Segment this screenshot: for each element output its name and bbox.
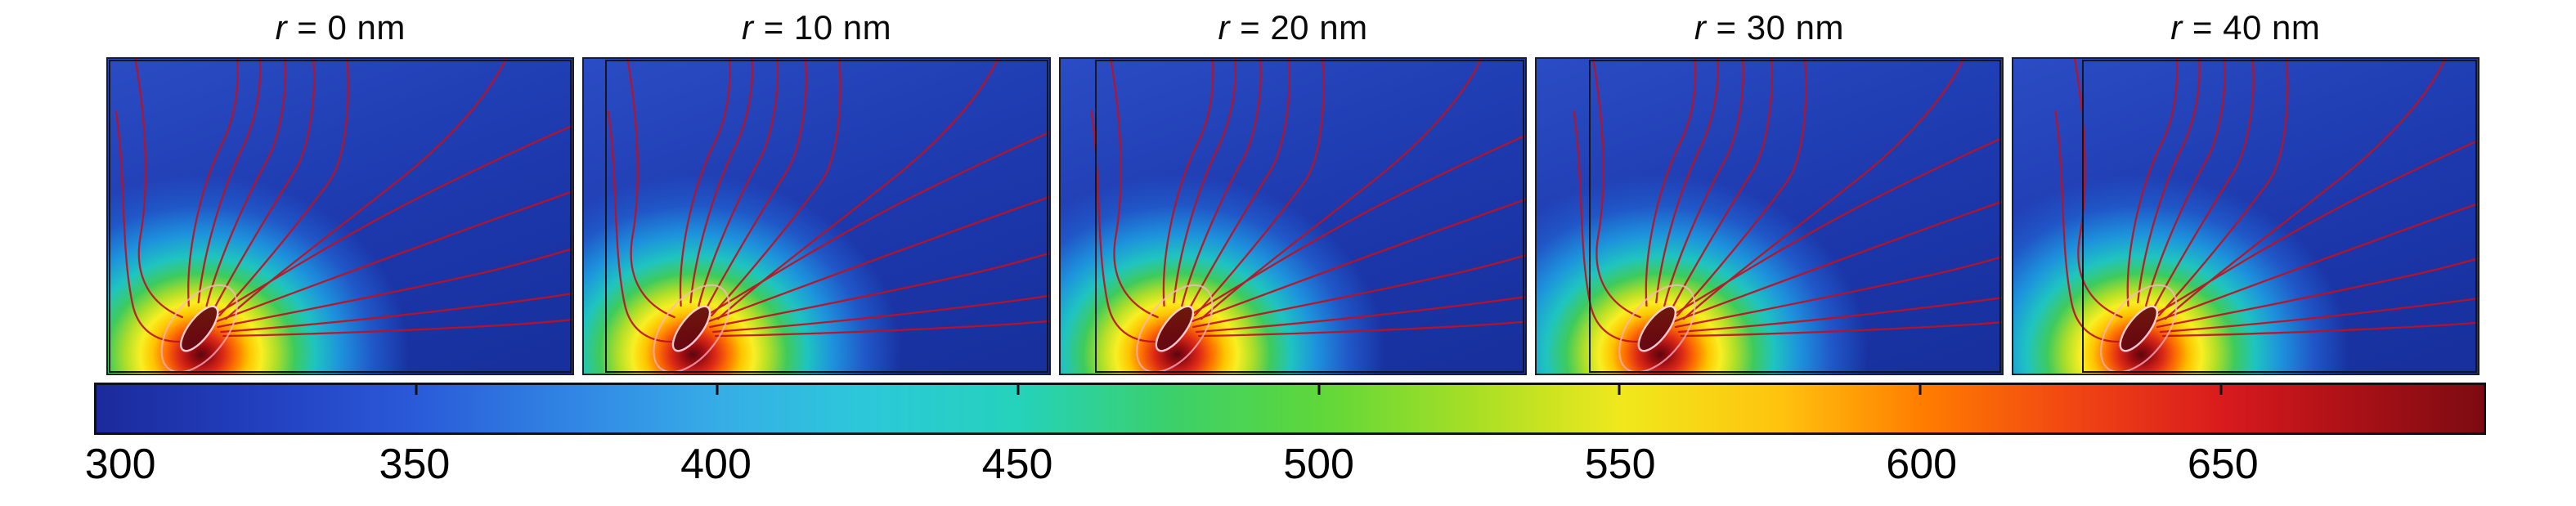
colorbar-tick-label: 650 xyxy=(2187,441,2259,488)
panel-title-variable: r xyxy=(1694,8,1707,47)
streamlines-overlay xyxy=(114,59,573,374)
panel-title-variable: r xyxy=(275,8,288,47)
panel-r-40nm: r = 40 nm xyxy=(2011,7,2480,375)
colorbar xyxy=(94,383,2486,435)
colorbar-area: 300 350 400 450 500 550 600 650 xyxy=(85,383,2486,490)
temperature-map-r20 xyxy=(1058,57,1528,375)
panel-title-value: = 30 nm xyxy=(1706,8,1844,47)
panel-title: r = 0 nm xyxy=(106,7,574,57)
panel-r-0nm: r = 0 nm xyxy=(106,7,575,375)
colorbar-tick-label: 500 xyxy=(1283,441,1354,488)
temperature-map-r0 xyxy=(106,57,575,375)
streamlines-overlay xyxy=(607,59,1049,374)
colorbar-tick xyxy=(2219,385,2223,395)
colorbar-tick-label: 600 xyxy=(1886,441,1958,488)
panel-title: r = 10 nm xyxy=(582,7,1050,57)
colorbar-labels: 300 350 400 450 500 550 600 650 xyxy=(85,441,2486,490)
streamlines-overlay xyxy=(1090,59,1526,374)
colorbar-tick-label: 300 xyxy=(84,441,156,488)
panel-title: r = 30 nm xyxy=(1535,7,2003,57)
panel-title: r = 40 nm xyxy=(2012,7,2480,57)
colorbar-tick xyxy=(716,385,719,395)
panels-row: r = 0 nm r = 10 nm r = 20 nm r = 30 nm xyxy=(106,7,2480,375)
panel-title-value: = 20 nm xyxy=(1229,8,1368,47)
colorbar-tick-label: 550 xyxy=(1584,441,1656,488)
colorbar-tick xyxy=(415,385,418,395)
panel-r-20nm: r = 20 nm xyxy=(1058,7,1528,375)
temperature-map-r10 xyxy=(582,57,1051,375)
streamlines-overlay xyxy=(2053,59,2479,374)
temperature-map-r40 xyxy=(2011,57,2480,375)
panel-title-value: = 40 nm xyxy=(2182,8,2321,47)
colorbar-tick xyxy=(1317,385,1321,395)
colorbar-tick xyxy=(1016,385,1020,395)
panel-title-variable: r xyxy=(2170,8,2183,47)
streamlines-overlay xyxy=(1573,59,2002,374)
panel-r-30nm: r = 30 nm xyxy=(1535,7,2004,375)
panel-title-value: = 10 nm xyxy=(753,8,892,47)
colorbar-tick-label: 350 xyxy=(379,441,451,488)
panel-title-value: = 0 nm xyxy=(287,8,406,47)
colorbar-tick xyxy=(1919,385,1922,395)
colorbar-tick xyxy=(1618,385,1621,395)
panel-title-variable: r xyxy=(742,8,754,47)
panel-title: r = 20 nm xyxy=(1059,7,1527,57)
panel-r-10nm: r = 10 nm xyxy=(582,7,1051,375)
colorbar-tick-label: 450 xyxy=(981,441,1053,488)
colorbar-tick-label: 400 xyxy=(680,441,752,488)
panel-title-variable: r xyxy=(1218,8,1230,47)
temperature-map-r30 xyxy=(1535,57,2004,375)
